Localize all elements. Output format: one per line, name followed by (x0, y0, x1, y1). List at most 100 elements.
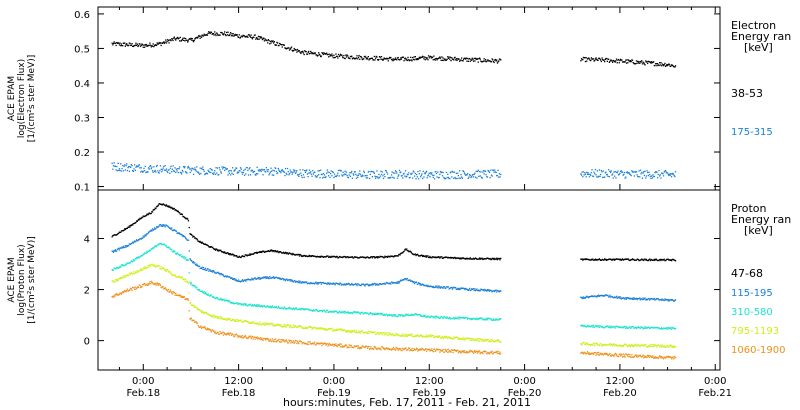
data-point (661, 172, 663, 174)
data-point (292, 341, 294, 344)
data-point (484, 170, 486, 172)
data-point (142, 269, 144, 271)
data-point (119, 169, 121, 172)
data-point (193, 39, 195, 41)
data-point (143, 215, 146, 218)
data-point (311, 53, 313, 55)
data-point (382, 332, 385, 334)
data-point (271, 340, 273, 343)
data-point (133, 45, 135, 47)
data-point (267, 305, 269, 307)
data-point (649, 346, 651, 348)
data-point (226, 252, 228, 254)
data-point (243, 255, 246, 258)
data-point (124, 275, 126, 277)
data-point (306, 53, 308, 55)
data-point (665, 346, 667, 348)
data-point (362, 331, 364, 334)
data-point (249, 35, 251, 37)
data-point (171, 274, 173, 276)
data-point (247, 320, 249, 323)
data-point (230, 32, 232, 34)
data-point (668, 259, 670, 261)
data-point (328, 311, 330, 313)
data-point (139, 269, 141, 271)
data-point (427, 174, 430, 176)
data-point (429, 316, 432, 318)
data-point (237, 303, 239, 306)
data-point (664, 170, 666, 172)
data-point (664, 327, 667, 330)
data-point (452, 338, 454, 340)
data-point (156, 265, 158, 268)
data-point (191, 234, 193, 236)
data-point (170, 207, 172, 209)
data-point (332, 282, 334, 284)
data-point (119, 42, 121, 44)
data-point (308, 326, 310, 328)
data-point (169, 39, 171, 41)
data-point (309, 283, 311, 285)
data-point (473, 173, 475, 176)
data-point (471, 176, 473, 178)
data-point (615, 295, 618, 297)
data-point (299, 253, 301, 256)
data-point (437, 349, 439, 351)
data-point (584, 173, 587, 175)
data-point (204, 291, 207, 293)
data-point (377, 332, 379, 334)
data-point (222, 274, 224, 276)
data-point (295, 307, 297, 309)
data-point (457, 287, 459, 290)
data-point (324, 282, 326, 285)
data-point (254, 322, 256, 325)
data-point (140, 270, 142, 272)
data-point (497, 290, 499, 292)
data-point (263, 37, 265, 39)
data-point (197, 240, 199, 242)
data-point (145, 171, 148, 173)
data-point (367, 285, 369, 287)
data-point (460, 350, 462, 352)
data-point (204, 173, 206, 176)
data-point (259, 306, 262, 308)
data-point (383, 257, 385, 259)
data-point (587, 296, 589, 298)
data-point (124, 228, 126, 230)
data-point (286, 252, 289, 254)
data-point (220, 316, 222, 318)
data-point (216, 248, 218, 250)
data-point (190, 39, 193, 41)
data-point (215, 272, 217, 274)
data-point (425, 336, 428, 338)
data-point (238, 280, 240, 282)
data-point (308, 254, 311, 257)
data-point (181, 296, 183, 299)
data-point (583, 57, 585, 59)
data-point (455, 59, 457, 61)
data-point (314, 310, 316, 312)
data-point (186, 39, 188, 41)
data-point (216, 316, 218, 318)
data-point (308, 255, 310, 257)
data-point (626, 258, 628, 260)
data-point (393, 256, 395, 258)
data-point (226, 275, 228, 277)
data-point (414, 349, 416, 351)
data-point (217, 249, 219, 251)
data-point (668, 300, 671, 302)
data-point (435, 349, 437, 352)
data-point (592, 326, 594, 328)
data-point (406, 277, 408, 280)
data-point (598, 258, 600, 261)
data-point (333, 176, 335, 179)
data-point (594, 258, 597, 260)
data-point (174, 167, 176, 169)
data-point (298, 325, 300, 327)
data-point (183, 257, 185, 259)
data-point (350, 344, 352, 346)
data-point (190, 318, 192, 320)
data-point (431, 334, 434, 337)
data-point (602, 59, 604, 61)
data-point (387, 348, 389, 350)
